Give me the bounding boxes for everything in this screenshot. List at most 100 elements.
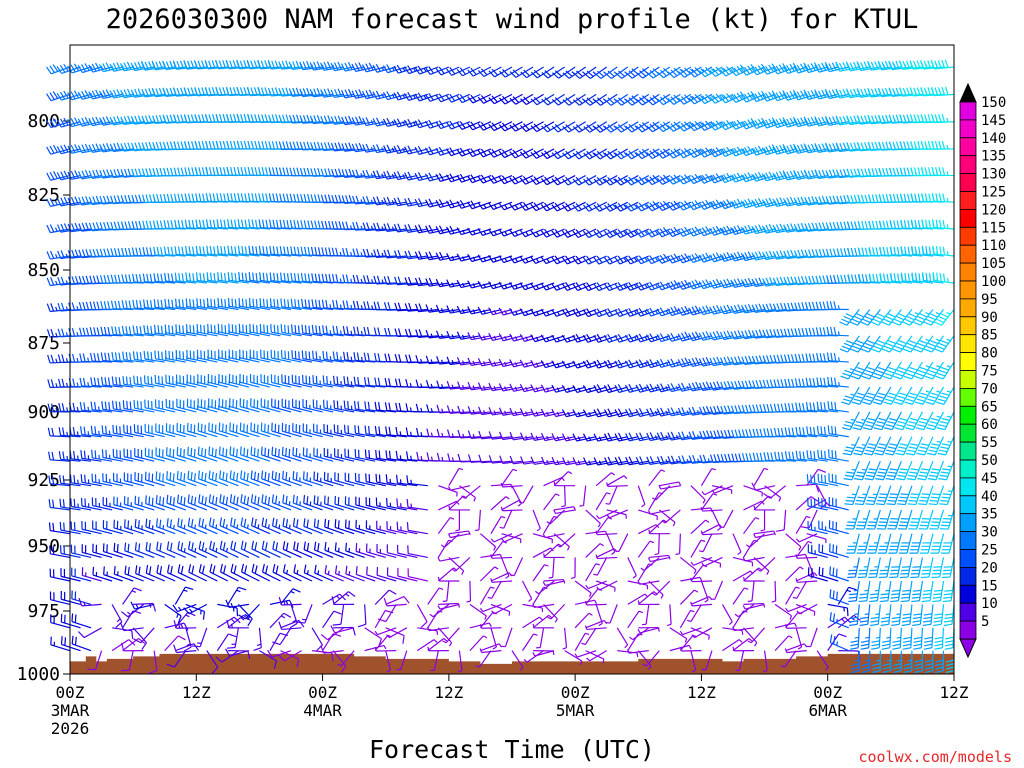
wind-barb xyxy=(627,633,643,651)
wind-barb xyxy=(585,563,600,582)
wind-barb xyxy=(875,460,892,481)
wind-barb xyxy=(701,650,713,671)
wind-barb xyxy=(456,147,481,157)
wind-barb xyxy=(935,650,945,674)
wind-barb xyxy=(818,543,839,559)
wind-barb xyxy=(145,564,165,582)
wind-barb xyxy=(656,307,681,317)
wind-barb xyxy=(511,485,522,507)
colorbar-swatch xyxy=(959,334,977,354)
wind-barb xyxy=(227,245,249,257)
wind-barb xyxy=(448,467,464,486)
wind-barb xyxy=(228,349,250,363)
wind-barb xyxy=(313,518,334,535)
colorbar-label: 90 xyxy=(981,310,998,326)
wind-barb xyxy=(690,485,706,504)
wind-barb xyxy=(208,470,229,487)
wind-barb xyxy=(477,201,502,210)
wind-barb xyxy=(302,447,323,462)
wind-barb xyxy=(780,650,797,668)
wind-barb xyxy=(562,66,587,79)
wind-barb xyxy=(69,426,92,438)
wind-barb xyxy=(572,228,597,239)
wind-barb xyxy=(743,517,760,535)
wind-barb xyxy=(530,228,555,238)
wind-barb xyxy=(647,556,670,563)
wind-barb xyxy=(851,386,871,405)
wind-barb xyxy=(698,66,723,78)
colorbar-label: 5 xyxy=(981,614,989,630)
wind-barb xyxy=(574,580,592,598)
wind-barb xyxy=(479,603,502,613)
wind-barb xyxy=(229,470,250,487)
wind-barb xyxy=(583,175,608,186)
wind-barb xyxy=(637,591,658,605)
wind-barb xyxy=(323,423,344,438)
x-axis-title: Forecast Time (UTC) xyxy=(369,735,655,764)
wind-barb xyxy=(534,580,555,595)
colorbar-swatch xyxy=(959,441,977,461)
wind-barb xyxy=(466,580,472,603)
wind-barb xyxy=(446,225,471,235)
wind-barb xyxy=(121,300,144,311)
wind-barb xyxy=(101,401,123,413)
wind-barb xyxy=(216,633,237,651)
wind-barb xyxy=(562,121,586,133)
wind-barb xyxy=(585,580,607,590)
wind-barb xyxy=(250,422,271,438)
wind-barb xyxy=(314,564,334,582)
wind-barb xyxy=(807,567,828,582)
wind-barb xyxy=(925,386,944,405)
wind-barb xyxy=(456,227,481,236)
wind-barb xyxy=(719,509,734,529)
wind-barb xyxy=(614,308,639,318)
wind-barb xyxy=(417,627,439,635)
wind-barb xyxy=(732,587,749,605)
wind-barb xyxy=(177,541,197,558)
wind-barb xyxy=(205,219,228,230)
wind-barb xyxy=(279,272,302,284)
wind-barb xyxy=(331,596,355,606)
wind-barb xyxy=(239,422,260,438)
wind-barb xyxy=(826,352,849,363)
wind-barb xyxy=(50,636,71,652)
wind-barb xyxy=(859,604,871,627)
wind-barb xyxy=(365,520,386,535)
wind-barb xyxy=(944,627,955,650)
wind-barb xyxy=(270,324,292,337)
wind-barb xyxy=(879,580,892,603)
wind-barb xyxy=(931,193,955,203)
wind-barb xyxy=(763,452,786,462)
wind-barb xyxy=(552,66,576,79)
wind-barb xyxy=(229,446,250,462)
wind-barb xyxy=(490,533,513,543)
wind-barb xyxy=(564,650,583,666)
wind-barb xyxy=(403,145,428,155)
wind-barb xyxy=(872,361,892,380)
wind-barb xyxy=(406,522,428,535)
wind-barb xyxy=(795,572,818,582)
x-tick-label: 2026 xyxy=(51,719,90,738)
wind-barb xyxy=(933,309,955,326)
wind-barb xyxy=(374,646,397,652)
wind-barb xyxy=(861,361,881,380)
wind-barb xyxy=(120,650,134,672)
wind-barb xyxy=(932,245,955,257)
wind-barb xyxy=(386,567,407,582)
wind-barb xyxy=(474,509,482,532)
wind-barb xyxy=(773,427,797,438)
wind-barb xyxy=(424,172,450,182)
wind-barb xyxy=(740,91,765,103)
wind-barb xyxy=(186,374,207,388)
wind-barb xyxy=(395,450,418,462)
colorbar-label: 150 xyxy=(981,95,1006,111)
wind-barb xyxy=(575,599,598,605)
wind-barb xyxy=(206,650,219,674)
wind-barb xyxy=(261,517,281,535)
wind-barb xyxy=(582,308,607,318)
wind-barb xyxy=(292,471,313,487)
wind-barb xyxy=(520,66,544,79)
wind-barb xyxy=(87,650,103,671)
wind-barb xyxy=(334,448,355,462)
wind-barb xyxy=(445,173,471,183)
